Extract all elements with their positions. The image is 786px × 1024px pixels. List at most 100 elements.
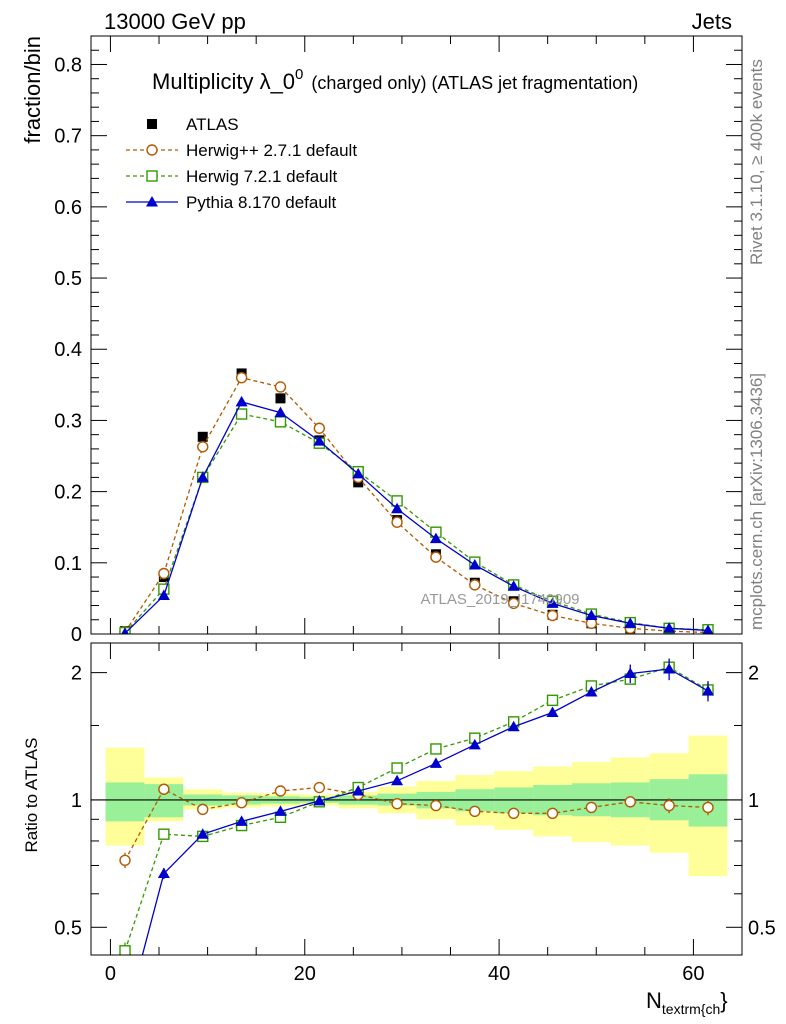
ratio-point-pythia-8-170-default — [507, 720, 520, 732]
legend-marker — [147, 119, 157, 129]
data-point-pythia-8-170-default — [157, 589, 170, 601]
data-point-herwig-7-2-1-default — [235, 408, 248, 420]
x-axis-label-main: N — [646, 988, 662, 1013]
main-series-layer — [119, 368, 714, 634]
data-point-pythia-8-170-default — [352, 467, 365, 479]
main-y-tick-label: 0.2 — [54, 482, 82, 504]
ratio-y-tick-labels: 0.5 0.5 1 1 2 2 — [54, 663, 776, 940]
x-tick-label: 20 — [294, 963, 316, 985]
x-tick-label: 0 — [105, 963, 116, 985]
ratio-point-pythia-8-170-default — [663, 662, 676, 674]
ratio-point-herwig-2-7-1-default — [507, 807, 520, 819]
legend-label: ATLAS — [186, 115, 239, 134]
legend: ATLAS Herwig++ 2.7.1 default Herwig 7.2.1 … — [126, 115, 357, 212]
data-point-pythia-8-170-default — [274, 406, 287, 418]
x-axis-label-brace: } — [720, 988, 727, 1013]
ratio-point-pythia-8-170-default — [546, 706, 559, 717]
main-y-tick-label: 0.5 — [54, 268, 82, 290]
series-atlas — [120, 368, 713, 634]
ratio-frame — [90, 642, 743, 956]
data-point-pythia-8-170-default — [546, 597, 559, 608]
ratio-point-pythia-8-170-default — [119, 1015, 131, 1024]
main-y-tick-label: 0.7 — [54, 126, 82, 148]
ratio-point-herwig-2-7-1-default — [585, 801, 598, 814]
main-y-tick-labels: 0 0.1 0.2 0.3 0.4 0.5 0.6 0.7 0.8 — [54, 54, 82, 646]
legend-marker — [146, 170, 158, 182]
x-tick-labels: 0 20 40 60 — [105, 963, 705, 985]
data-point-herwig-2-7-1-default — [507, 597, 520, 610]
ratio-y-tick-label: 2 — [71, 663, 82, 685]
legend-entry-herwig-7-2-1-default: Herwig 7.2.1 default — [126, 167, 337, 186]
ratio-inner-band-bin — [105, 782, 145, 822]
legend-label: Herwig 7.2.1 default — [186, 167, 337, 186]
series-herwig-2-7-1-default — [119, 372, 714, 634]
ratio-line-herwig-7-2-1-default — [124, 666, 709, 951]
ratio-point-herwig-2-7-1-default — [702, 801, 714, 814]
chart-title-superscript: 0 — [295, 66, 303, 83]
ratio-point-herwig-7-2-1-default — [430, 743, 442, 755]
ratio-y-axis-label: Ratio to ATLAS — [22, 738, 41, 853]
x-tick-label: 40 — [488, 963, 510, 985]
ratio-point-herwig-2-7-1-default — [469, 805, 481, 818]
series-line-herwig-7-2-1-default — [124, 413, 709, 634]
series-line-herwig-2-7-1-default — [124, 376, 709, 634]
data-point-atlas — [197, 431, 208, 442]
ratio-point-pythia-8-170-default — [235, 815, 248, 826]
main-y-tick-label: 0.4 — [54, 339, 82, 361]
legend-label: Herwig++ 2.7.1 default — [186, 141, 357, 160]
ratio-point-herwig-2-7-1-default — [119, 854, 131, 867]
ratio-point-herwig-2-7-1-default — [391, 797, 403, 810]
chart-title-rest: (charged only) (ATLAS jet fragmentation) — [311, 73, 638, 93]
data-point-pythia-8-170-default — [585, 609, 598, 620]
ratio-point-pythia-8-170-default — [624, 667, 637, 679]
ratio-point-herwig-2-7-1-default — [624, 796, 636, 808]
main-y-tick-label: 0.8 — [54, 54, 82, 76]
ratio-point-pythia-8-170-default — [585, 685, 598, 697]
main-panel: 0 0.1 0.2 0.3 0.4 0.5 0.6 0.7 0.8 fraction/bin M… — [20, 35, 743, 646]
header-left-label: 13000 GeV pp — [104, 9, 246, 34]
data-point-pythia-8-170-default — [624, 617, 637, 628]
ratio-point-herwig-2-7-1-default — [313, 781, 326, 794]
header-right-label: Jets — [692, 9, 732, 34]
legend-marker — [146, 144, 158, 156]
data-point-herwig-2-7-1-default — [235, 372, 248, 384]
x-axis-label: Ntextrm{ch} — [646, 988, 728, 1017]
rivet-version-label: Rivet 3.1.10, ≥ 400k events — [747, 59, 766, 265]
ratio-point-herwig-2-7-1-default — [197, 803, 209, 816]
ratio-point-herwig-7-2-1-default — [546, 694, 559, 707]
data-point-pythia-8-170-default — [196, 471, 209, 482]
series-line-pythia-8-170-default — [124, 401, 709, 634]
data-point-pythia-8-170-default — [468, 558, 481, 570]
ratio-point-pythia-8-170-default — [352, 784, 365, 796]
main-y-tick-label: 0 — [71, 624, 82, 646]
series-pythia-8-170-default — [121, 395, 714, 634]
ratio-y-tick-label-right: 2 — [748, 663, 759, 685]
ratio-line-pythia-8-170-default — [141, 668, 709, 955]
data-point-herwig-2-7-1-default — [158, 567, 170, 580]
legend-marker — [146, 196, 158, 207]
data-point-pythia-8-170-default — [121, 627, 129, 634]
ratio-point-pythia-8-170-default — [313, 794, 326, 806]
data-point-pythia-8-170-default — [507, 580, 520, 591]
ratio-y-tick-label-right: 1 — [748, 790, 759, 812]
ratio-point-pythia-8-170-default — [274, 805, 287, 816]
ratio-y-tick-label: 0.5 — [54, 917, 82, 939]
ratio-point-pythia-8-170-default — [157, 867, 170, 879]
data-point-herwig-2-7-1-default — [469, 579, 481, 591]
data-point-atlas — [275, 393, 286, 404]
data-point-pythia-8-170-default — [429, 532, 442, 544]
ratio-series-herwig-2-7-1-default — [119, 781, 714, 869]
main-y-axis-label: fraction/bin — [20, 36, 45, 144]
ratio-y-tick-label: 1 — [71, 790, 82, 812]
legend-label: Pythia 8.170 default — [186, 193, 337, 212]
data-point-pythia-8-170-default — [702, 624, 714, 634]
analysis-watermark: ATLAS_2019_I1740909 — [420, 591, 579, 608]
data-point-herwig-2-7-1-default — [197, 441, 209, 453]
ratio-point-herwig-7-2-1-default — [119, 945, 131, 955]
main-y-tick-label: 0.1 — [54, 553, 82, 575]
data-point-herwig-2-7-1-default — [546, 609, 559, 622]
data-point-pythia-8-170-default — [391, 502, 404, 514]
ratio-point-herwig-2-7-1-default — [235, 797, 248, 809]
data-point-pythia-8-170-default — [235, 395, 248, 407]
ratio-point-herwig-2-7-1-default — [430, 799, 442, 812]
